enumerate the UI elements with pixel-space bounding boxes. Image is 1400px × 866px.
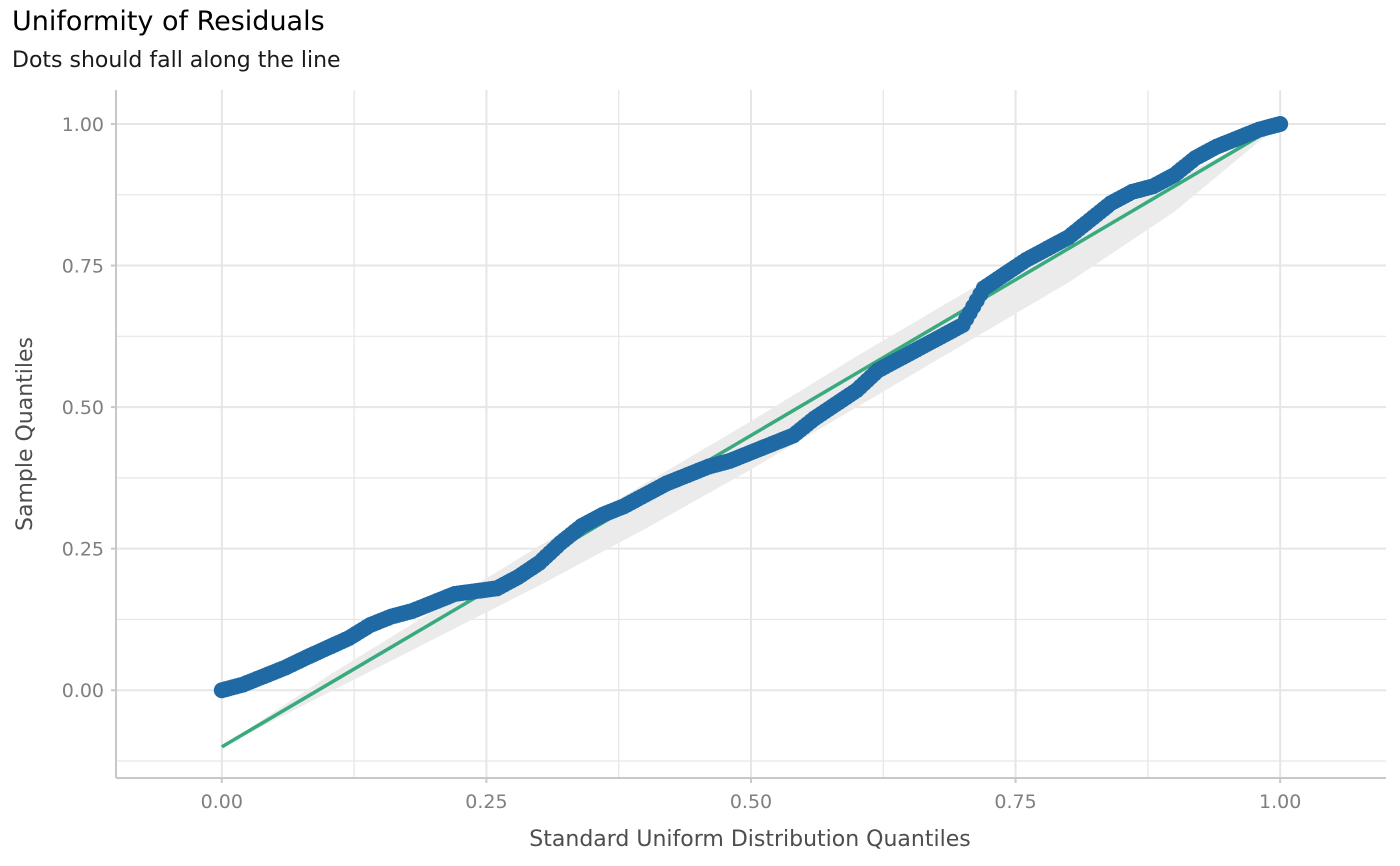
data-point [1272, 115, 1289, 132]
reference-line-layer [220, 122, 1282, 749]
x-tick-label: 0.25 [465, 791, 507, 813]
y-axis-label: Sample Quantiles [13, 337, 38, 531]
chart-subtitle: Dots should fall along the line [12, 48, 341, 73]
x-axis-label: Standard Uniform Distribution Quantiles [529, 827, 970, 852]
y-tick-label: 0.00 [62, 680, 104, 702]
x-tick-label: 0.75 [994, 791, 1036, 813]
x-tick-label: 0.00 [201, 791, 243, 813]
y-tick-label: 0.50 [62, 397, 104, 419]
tick-labels-layer: 0.00 0.25 0.50 0.75 1.00 0.00 0.25 0.50 0.75 1.00 [62, 114, 1302, 813]
reference-line [220, 122, 1282, 749]
y-tick-label: 1.00 [62, 114, 104, 136]
chart-title: Uniformity of Residuals [12, 6, 325, 37]
x-tick-label: 0.50 [730, 791, 772, 813]
y-tick-label: 0.75 [62, 256, 104, 278]
points-layer [213, 115, 1289, 699]
x-tick-label: 1.00 [1259, 791, 1301, 813]
y-tick-label: 0.25 [62, 539, 104, 561]
